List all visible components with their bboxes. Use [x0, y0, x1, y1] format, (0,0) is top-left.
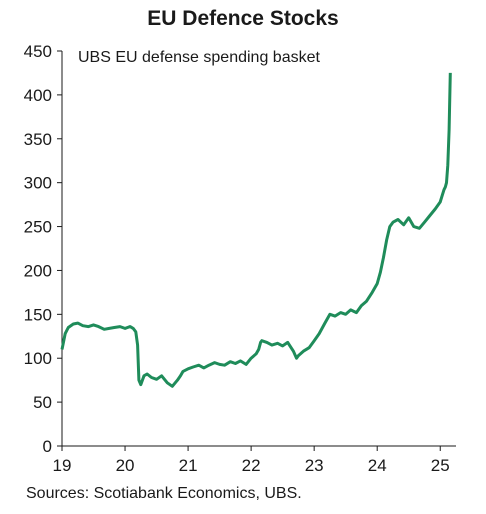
y-tick-label: 350 — [24, 130, 52, 149]
x-tick-label: 21 — [179, 456, 198, 475]
y-tick-label: 100 — [24, 349, 52, 368]
y-tick-label: 0 — [43, 437, 52, 456]
source-note: Sources: Scotiabank Economics, UBS. — [26, 485, 302, 502]
x-axis: 19 20 21 22 23 24 25 — [53, 445, 456, 475]
y-tick-label: 300 — [24, 174, 52, 193]
series-line — [60, 72, 452, 388]
y-axis: 0 50 100 150 200 250 300 350 400 450 — [24, 42, 63, 456]
x-tick-label: 25 — [431, 456, 450, 475]
x-tick-label: 20 — [116, 456, 135, 475]
y-tick-label: 150 — [24, 305, 52, 324]
x-tick-label: 19 — [53, 456, 72, 475]
y-tick-label: 50 — [33, 393, 52, 412]
y-tick-label: 200 — [24, 261, 52, 280]
y-tick-label: 400 — [24, 86, 52, 105]
chart-title: EU Defence Stocks — [147, 7, 339, 30]
x-tick-label: 22 — [242, 456, 261, 475]
x-tick-label: 23 — [305, 456, 324, 475]
series-label: UBS EU defense spending basket — [78, 49, 320, 66]
y-tick-label: 450 — [24, 42, 52, 61]
y-tick-label: 250 — [24, 218, 52, 237]
x-tick-label: 24 — [368, 456, 387, 475]
